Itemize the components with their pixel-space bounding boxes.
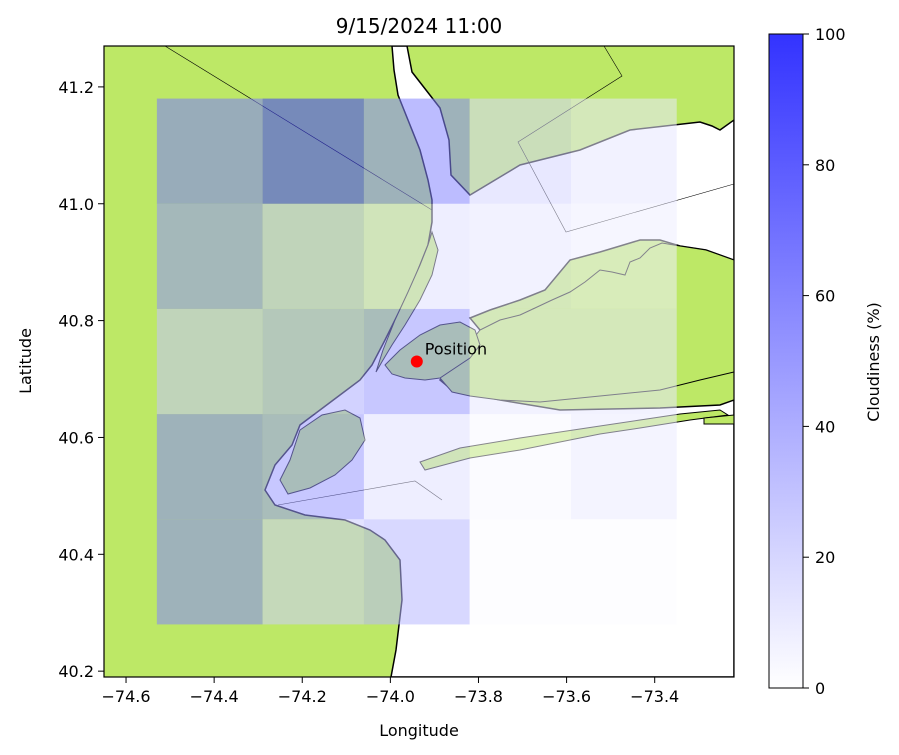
colorbar-tick-label: 100: [815, 25, 846, 44]
eastern-shore-land: [703, 414, 734, 425]
heatmap-cell: [156, 203, 263, 309]
y-tick-label: 40.6: [58, 428, 94, 447]
map-title: 9/15/2024 11:00: [336, 14, 503, 38]
heatmap-cell: [363, 519, 470, 625]
heatmap-cell: [469, 519, 571, 625]
x-tick-label: −73.8: [454, 687, 503, 706]
y-tick-label: 40.8: [58, 312, 94, 331]
heatmap-cell: [262, 414, 364, 520]
heatmap-cell: [469, 308, 571, 415]
heatmap-cell: [262, 98, 364, 204]
x-axis-ticks: −74.6 −74.4 −74.2 −74.0 −73.8 −73.6 −73.4: [102, 677, 679, 706]
x-tick-label: −74.0: [366, 687, 415, 706]
position-marker-group: Position: [410, 340, 487, 368]
y-tick-label: 40.2: [58, 662, 94, 681]
heatmap-cell: [262, 203, 364, 309]
heatmap-cell: [156, 414, 263, 520]
x-tick-label: −74.2: [278, 687, 327, 706]
heatmap-cell: [156, 308, 263, 415]
y-tick-label: 41.0: [58, 195, 94, 214]
x-tick-label: −74.4: [190, 687, 239, 706]
colorbar-tick-label: 80: [815, 156, 835, 175]
colorbar-tick-label: 40: [815, 417, 835, 436]
y-tick-label: 40.4: [58, 545, 94, 564]
heatmap-cell: [570, 98, 677, 204]
heatmap-cell: [262, 519, 364, 625]
heatmap-cell: [469, 98, 571, 204]
colorbar: 0 20 40 60 80 100 Cloudiness (%): [768, 25, 883, 698]
heatmap-cell: [363, 98, 470, 204]
position-marker: [410, 355, 423, 368]
y-axis-title: Latitude: [16, 328, 35, 394]
x-axis-title: Longitude: [379, 721, 459, 740]
colorbar-tick-label: 60: [815, 287, 835, 306]
heatmap-cell: [570, 519, 677, 625]
position-label: Position: [425, 340, 487, 359]
y-axis-ticks: 40.2 40.4 40.6 40.8 41.0 41.2: [58, 78, 104, 681]
colorbar-frame: [768, 33, 804, 689]
heatmap-cell: [156, 98, 263, 204]
colorbar-title: Cloudiness (%): [864, 302, 883, 422]
heatmap-cell: [570, 308, 677, 415]
heatmap-cell: [156, 519, 263, 625]
colorbar-tick-label: 20: [815, 548, 835, 567]
heatmap-cell: [570, 414, 677, 520]
heatmap-cell: [469, 203, 571, 309]
x-tick-label: −74.6: [102, 687, 151, 706]
colorbar-tick-label: 0: [815, 679, 825, 698]
heatmap-cell: [363, 414, 470, 520]
heatmap-cell: [469, 414, 571, 520]
x-tick-label: −73.6: [542, 687, 591, 706]
heatmap-cell: [570, 203, 677, 309]
heatmap-cell: [262, 308, 364, 415]
plot-frame: [103, 45, 735, 678]
x-tick-label: −73.4: [630, 687, 679, 706]
heatmap-cell: [363, 203, 470, 309]
cloudiness-heatmap: [156, 98, 677, 625]
y-tick-label: 41.2: [58, 78, 94, 97]
colorbar-gradient: [769, 34, 803, 688]
colorbar-ticks: 0 20 40 60 80 100: [803, 25, 846, 698]
plot-area: Position: [104, 46, 734, 677]
